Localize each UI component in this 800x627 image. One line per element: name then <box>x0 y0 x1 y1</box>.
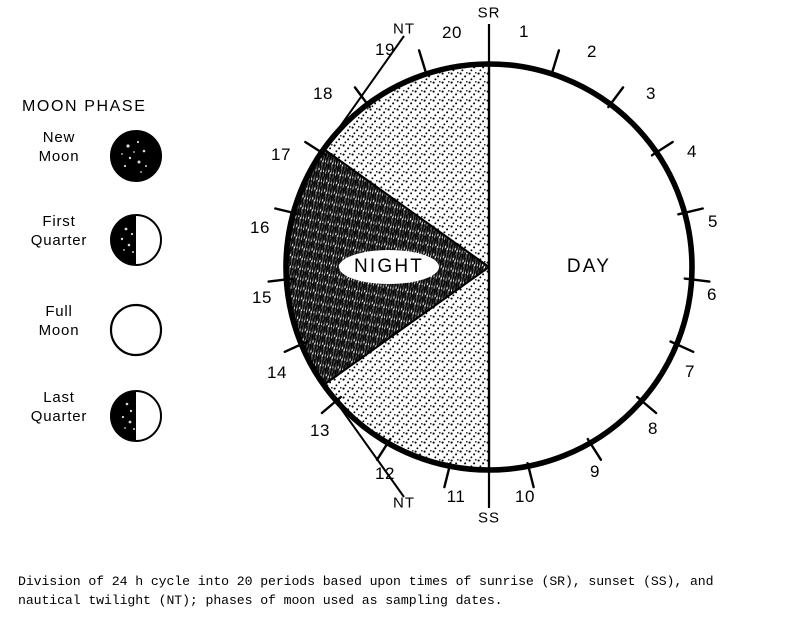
twilight-region-evening <box>322 267 489 470</box>
period-label-18: 18 <box>313 84 333 103</box>
nautical-twilight-line-morning <box>322 147 490 268</box>
legend-item-full-moon: Full Moon <box>18 302 188 372</box>
period-label-6: 6 <box>707 285 717 304</box>
period-label-19: 19 <box>375 40 395 59</box>
first-quarter-moon-icon <box>108 212 164 268</box>
period-label-14: 14 <box>267 363 287 382</box>
nautical-twilight-label-top: NT <box>393 20 415 38</box>
period-label-12: 12 <box>375 464 395 483</box>
legend-label-line1: First <box>42 213 76 230</box>
legend-label-new-moon: New Moon <box>18 128 100 166</box>
caption-line-2: nautical twilight (NT); phases of moon u… <box>18 593 503 608</box>
new-moon-icon <box>108 128 164 184</box>
period-label-11: 11 <box>446 487 466 506</box>
legend-label-line1: Last <box>43 389 75 406</box>
period-label-7: 7 <box>685 362 695 381</box>
period-label-9: 9 <box>590 462 600 481</box>
period-label-17: 17 <box>271 145 291 164</box>
period-label-1: 1 <box>519 22 529 41</box>
nautical-twilight-line-evening <box>322 266 490 387</box>
legend-title: MOON PHASE <box>22 98 147 115</box>
nautical-twilight-label-bottom: NT <box>393 494 415 512</box>
legend-label-line1: Full <box>45 303 73 320</box>
night-region-label: NIGHT <box>353 256 425 277</box>
period-label-10: 10 <box>515 487 535 506</box>
sunset-marker-label: SS <box>477 509 501 527</box>
caption-line-1: Division of 24 h cycle into 20 periods b… <box>18 574 714 589</box>
legend-label-line1: New <box>42 129 76 146</box>
period-label-15: 15 <box>252 288 272 307</box>
sunrise-marker-label: SR <box>477 4 501 22</box>
last-quarter-moon-icon <box>108 388 164 444</box>
period-label-8: 8 <box>648 419 658 438</box>
nautical-twilight-leader-evening <box>325 387 405 498</box>
legend-item-first-quarter: First Quarter <box>18 212 188 282</box>
full-moon-icon <box>108 302 164 358</box>
nautical-twilight-leader-morning <box>325 35 405 147</box>
twilight-region-morning <box>322 64 489 267</box>
legend-label-last-quarter: Last Quarter <box>18 388 100 426</box>
period-label-13: 13 <box>310 421 330 440</box>
period-label-2: 2 <box>587 42 597 61</box>
legend-label-full-moon: Full Moon <box>18 302 100 340</box>
period-label-20: 20 <box>442 23 462 42</box>
legend-label-line2: Quarter <box>30 232 88 249</box>
period-label-16: 16 <box>250 218 270 237</box>
legend-item-new-moon: New Moon <box>18 128 188 198</box>
day-region-label: DAY <box>566 256 612 277</box>
period-label-5: 5 <box>708 212 718 231</box>
period-tick-marks <box>267 49 711 489</box>
legend-item-last-quarter: Last Quarter <box>18 388 188 458</box>
legend-label-line2: Quarter <box>30 408 88 425</box>
legend-label-line2: Moon <box>38 322 80 339</box>
period-label-4: 4 <box>687 142 697 161</box>
day-region <box>489 64 692 470</box>
legend-label-first-quarter: First Quarter <box>18 212 100 250</box>
night-label-backdrop <box>339 250 439 284</box>
figure-caption: Division of 24 h cycle into 20 periods b… <box>18 572 786 610</box>
period-label-3: 3 <box>646 84 656 103</box>
legend-label-line2: Moon <box>38 148 80 165</box>
